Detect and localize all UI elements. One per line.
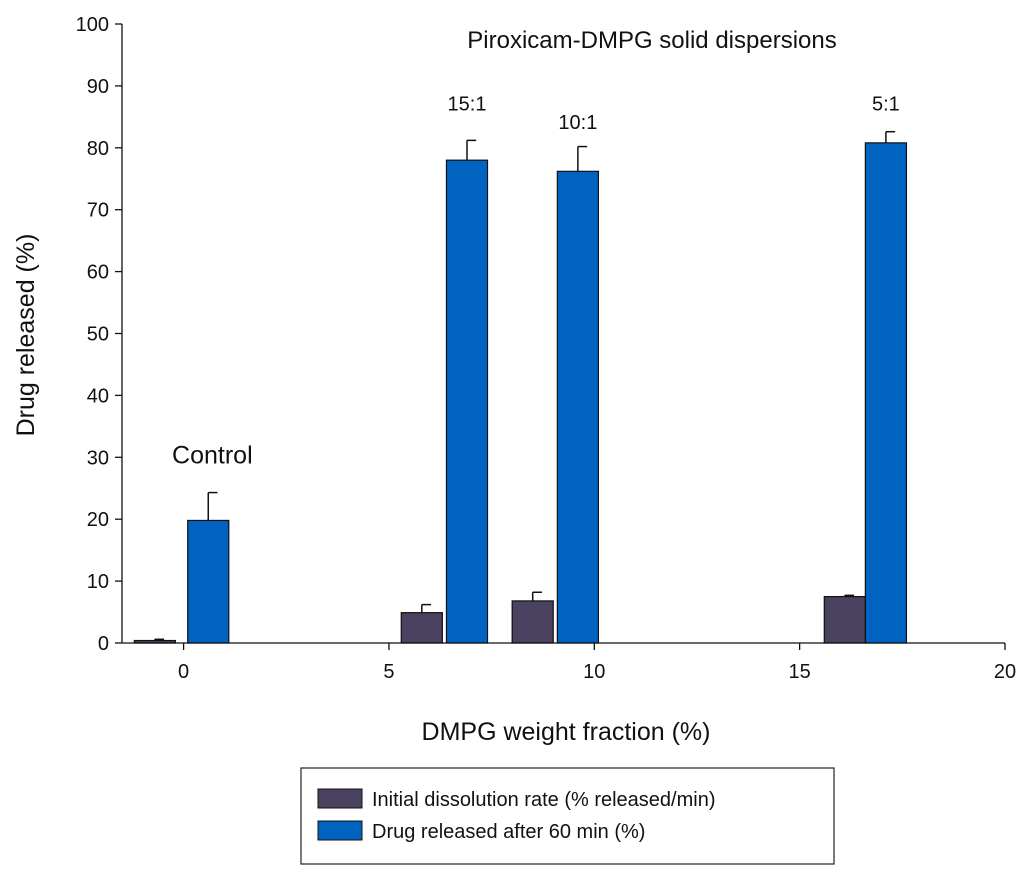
annotations-layer: 15:1 10:1 5:1 xyxy=(448,94,900,135)
bar-s1-3 xyxy=(864,142,908,644)
x-tick-label-0: 0 xyxy=(178,661,189,683)
y-tick-label-40: 40 xyxy=(87,385,109,407)
ratio-label-0: 15:1 xyxy=(448,94,487,116)
bar-s0-2 xyxy=(511,600,554,644)
bar-s0-1 xyxy=(400,612,443,644)
legend-label-initial-rate: Initial dissolution rate (% released/min… xyxy=(372,789,716,811)
bar-s1-0 xyxy=(187,519,230,644)
x-tick-label-20: 20 xyxy=(994,661,1016,683)
y-axis-title: Drug released (%) xyxy=(12,234,40,437)
y-tick-label-20: 20 xyxy=(87,509,109,531)
legend-label-drug-released: Drug released after 60 min (%) xyxy=(372,821,645,843)
x-tick-label-15: 15 xyxy=(789,661,811,683)
y-tick-label-70: 70 xyxy=(87,200,109,222)
legend-swatch-drug-released xyxy=(317,820,363,841)
axes-layer: 0 10 20 30 40 50 60 70 80 90 100 0 5 10 15 20 xyxy=(76,14,1017,683)
y-tick-label-90: 90 xyxy=(87,76,109,98)
y-tick-label-0: 0 xyxy=(98,633,109,655)
bar-s1-2 xyxy=(556,170,600,644)
legend-box xyxy=(300,767,835,865)
y-tick-label-50: 50 xyxy=(87,324,109,346)
ratio-label-1: 10:1 xyxy=(558,112,597,134)
y-tick-label-100: 100 xyxy=(76,14,109,36)
y-tick-label-30: 30 xyxy=(87,447,109,469)
x-tick-label-10: 10 xyxy=(583,661,605,683)
x-tick-label-5: 5 xyxy=(383,661,394,683)
y-tick-label-60: 60 xyxy=(87,262,109,284)
bar-s1-1 xyxy=(445,159,489,644)
y-tick-label-10: 10 xyxy=(87,571,109,593)
bar-s0-3 xyxy=(823,595,866,644)
bars-layer xyxy=(133,142,908,644)
y-tick-label-80: 80 xyxy=(87,138,109,160)
chart-title: Piroxicam-DMPG solid dispersions xyxy=(467,27,836,54)
legend-swatch-initial-rate xyxy=(317,788,363,809)
control-label: Control xyxy=(172,441,253,469)
legend: Initial dissolution rate (% released/min… xyxy=(300,767,835,865)
errorbars-layer xyxy=(154,130,896,641)
x-axis-title: DMPG weight fraction (%) xyxy=(422,718,711,746)
ratio-label-2: 5:1 xyxy=(872,94,900,116)
